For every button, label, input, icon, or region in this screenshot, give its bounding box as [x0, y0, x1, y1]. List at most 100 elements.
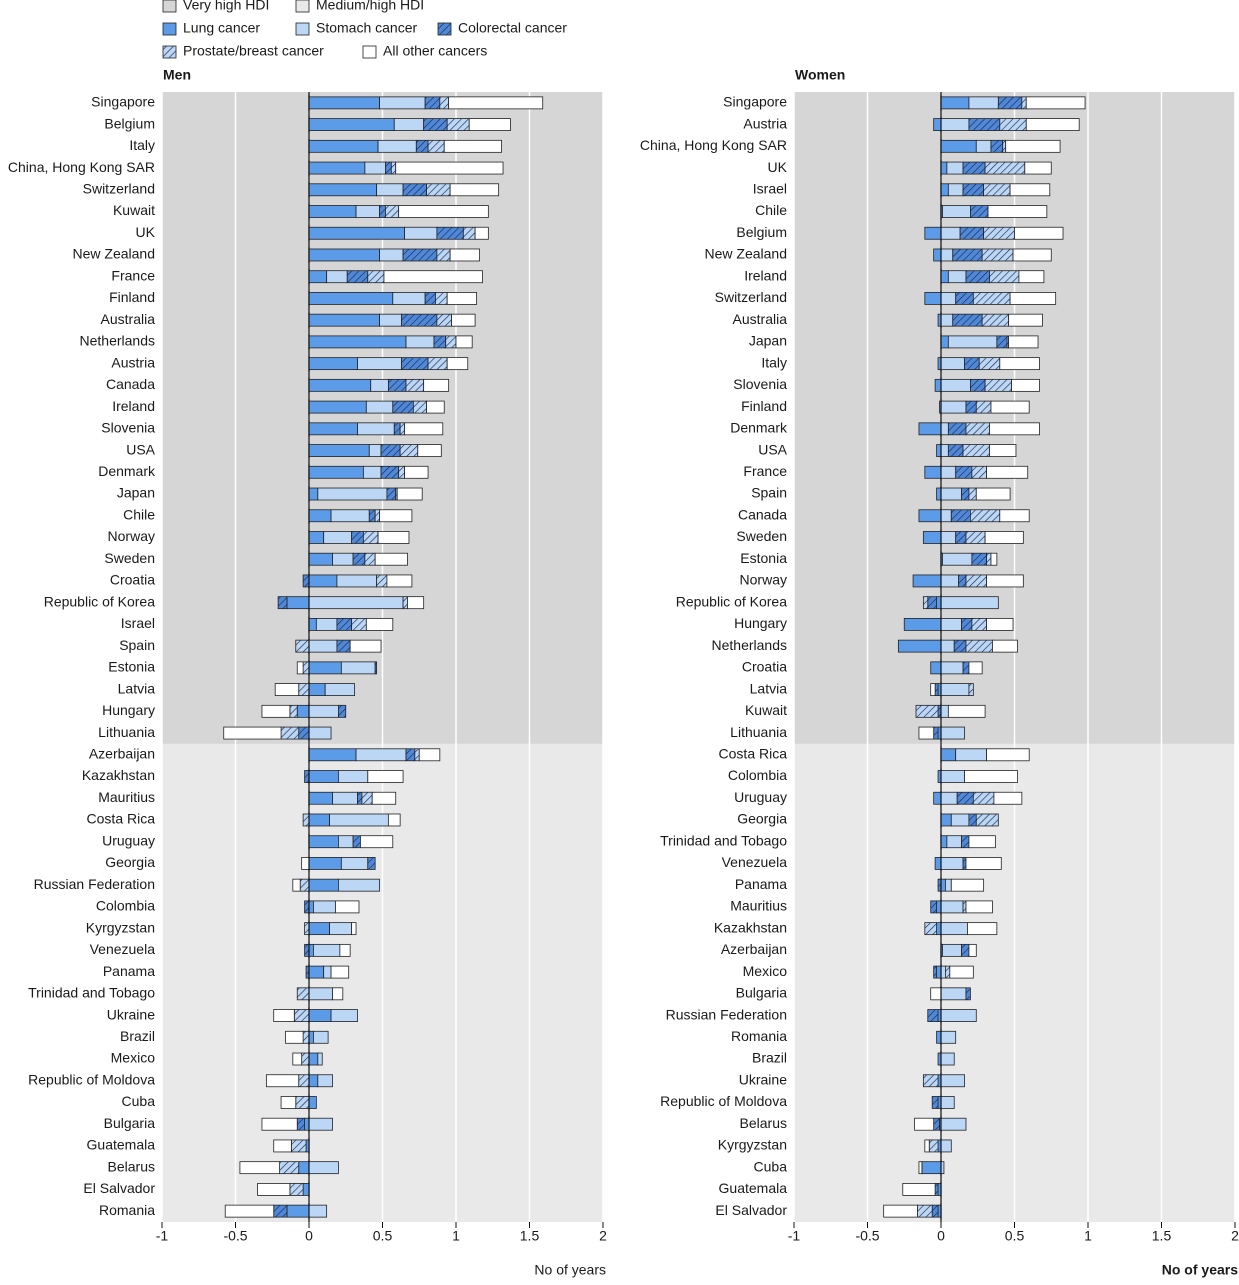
bar-segment: [308, 161, 366, 175]
bar-segment: [308, 618, 317, 631]
bar-segment: [295, 1096, 310, 1109]
bar-segment: [424, 96, 441, 110]
category-label: Colombia: [96, 898, 155, 914]
bar-segment: [387, 813, 401, 827]
bar-segment: [364, 161, 386, 175]
bar-segment: [968, 683, 974, 696]
bar-segment: [947, 183, 964, 197]
bar-segment: [362, 531, 379, 544]
bar-segment: [986, 552, 992, 566]
x-tick-label: 2: [599, 1228, 607, 1244]
bar-segment: [390, 161, 397, 175]
bar-segment: [371, 791, 397, 805]
legend-swatch: [162, 45, 177, 59]
bar-segment: [289, 1183, 304, 1196]
bar-segment: [940, 270, 949, 284]
bar-segment: [940, 596, 999, 610]
bar-segment: [340, 857, 369, 870]
bar-segment: [418, 748, 441, 762]
bar-segment: [981, 313, 1010, 327]
bar-segment: [945, 878, 952, 892]
category-label: UK: [768, 159, 788, 175]
bar-segment: [308, 313, 380, 327]
bar-segment: [436, 313, 452, 327]
bar-segment: [970, 378, 986, 392]
bar-segment: [940, 531, 957, 544]
bar-segment: [308, 183, 378, 197]
bar-segment: [424, 292, 436, 305]
bar-segment: [329, 813, 389, 827]
category-label: Sweden: [736, 528, 787, 544]
category-label: New Zealand: [705, 246, 788, 262]
category-label: Kuwait: [113, 202, 155, 218]
bar-segment: [439, 96, 450, 110]
bar-segment: [357, 791, 363, 805]
bar-segment: [365, 618, 394, 631]
bar-segment: [955, 531, 967, 544]
bar-segment: [280, 726, 300, 740]
bar-segment: [968, 118, 1001, 131]
bar-segment: [986, 748, 1030, 762]
bar-segment: [337, 835, 354, 849]
bar-segment: [361, 791, 373, 805]
bar-segment: [940, 226, 961, 240]
bar-segment: [304, 943, 310, 957]
bar-segment: [984, 531, 1024, 544]
bar-segment: [931, 1096, 939, 1109]
bar-segment: [992, 639, 1018, 653]
bar-segment: [914, 1117, 935, 1131]
bar-segment: [423, 118, 448, 131]
bar-segment: [455, 335, 473, 349]
bar-segment: [1005, 139, 1061, 153]
category-label: Singapore: [723, 94, 787, 110]
bar-segment: [921, 1161, 942, 1175]
bar-segment: [308, 704, 339, 718]
bar-segment: [984, 161, 1026, 175]
bar-segment: [989, 270, 1020, 284]
bar-segment: [277, 596, 288, 610]
bar-segment: [308, 531, 325, 544]
bar-segment: [940, 139, 977, 153]
panel-title: Women: [795, 67, 845, 83]
bar-segment: [940, 770, 965, 783]
bar-segment: [427, 139, 445, 153]
category-label: Belarus: [108, 1158, 155, 1174]
bar-segment: [930, 987, 942, 1001]
bar-segment: [933, 118, 942, 131]
category-label: Japan: [117, 485, 155, 501]
category-label: Guatemala: [87, 1137, 156, 1153]
bar-segment: [928, 1139, 939, 1153]
bar-segment: [940, 639, 955, 653]
bar-segment: [930, 683, 936, 696]
bar-segment: [964, 770, 1018, 783]
legend-label: Stomach cancer: [316, 20, 417, 36]
bar-segment: [903, 618, 942, 631]
bar-segment: [955, 748, 987, 762]
bar-segment: [940, 683, 970, 696]
category-label: Uruguay: [102, 832, 155, 848]
bar-segment: [313, 943, 341, 957]
category-label: Republic of Moldova: [660, 1093, 787, 1109]
category-label: Russian Federation: [34, 876, 155, 892]
bar-segment: [379, 96, 426, 110]
category-label: Spain: [751, 485, 787, 501]
legend-label: Very high HDI: [183, 0, 269, 13]
bar-segment: [955, 465, 973, 479]
category-label: UK: [136, 224, 156, 240]
bar-segment: [323, 531, 353, 544]
bar-segment: [942, 205, 971, 218]
category-label: Ireland: [744, 267, 787, 283]
category-label: Finland: [109, 289, 155, 305]
bar-segment: [308, 509, 332, 523]
bar-segment: [257, 1183, 291, 1196]
bar-segment: [924, 226, 942, 240]
bar-segment: [273, 1204, 288, 1218]
bar-segment: [308, 878, 339, 892]
category-label: Kuwait: [745, 702, 787, 718]
category-label: Italy: [761, 354, 787, 370]
category-label: Republic of Moldova: [28, 1071, 155, 1087]
bar-segment: [315, 618, 338, 631]
category-label: France: [743, 463, 787, 479]
bar-segment: [940, 878, 946, 892]
category-label: Israel: [753, 180, 787, 196]
